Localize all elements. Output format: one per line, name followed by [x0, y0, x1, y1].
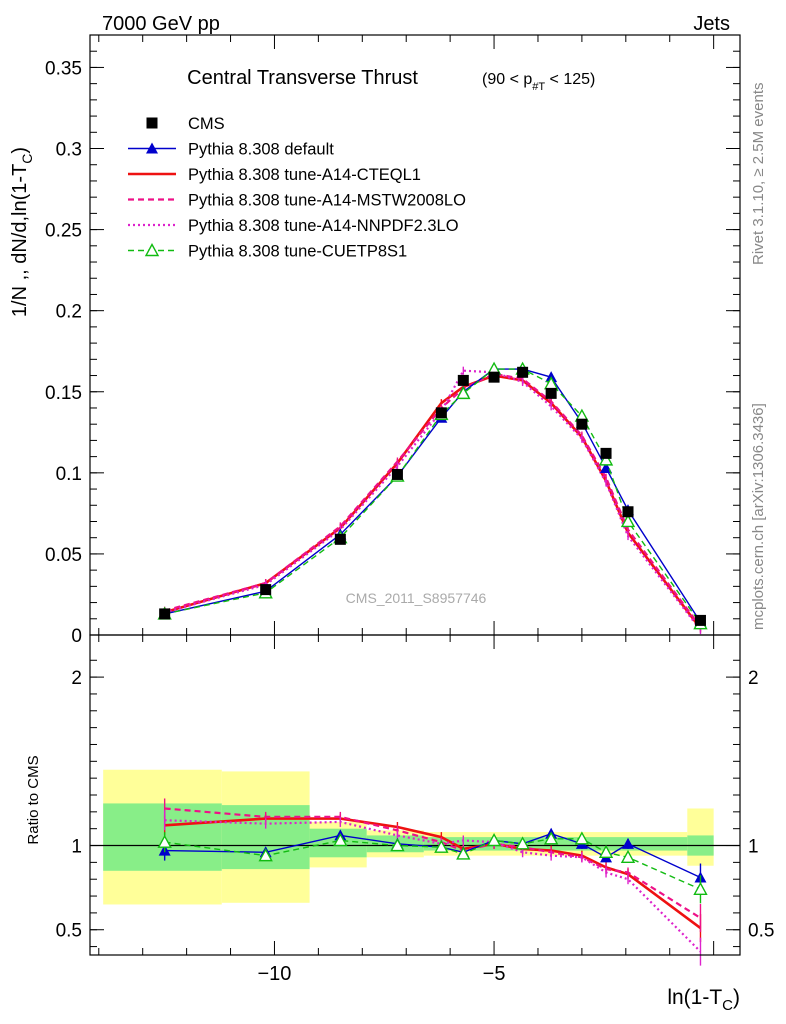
ratio-y-tick-label: 2 — [71, 668, 82, 689]
legend-entry: Pythia 8.308 tune-CUETP8S1 — [128, 243, 407, 261]
main-y-tick-label: 0.15 — [45, 383, 82, 404]
legend-entry: Pythia 8.308 tune-A14-MSTW2008LO — [128, 192, 466, 210]
ratio-point — [258, 848, 273, 862]
main-point — [600, 447, 612, 459]
ratio-band-inner — [103, 803, 222, 871]
legend-label: CMS — [188, 115, 225, 133]
legend-entry: Pythia 8.308 tune-A14-NNPDF2.3LO — [128, 217, 459, 235]
ratio-point — [486, 833, 502, 847]
main-title-sub: (90 < p#T < 125) — [482, 71, 595, 93]
ratio-point — [434, 839, 449, 853]
ratio-point — [598, 844, 614, 858]
ratio-point — [693, 881, 708, 896]
rivet-label: Rivet 3.1.10, ≥ 2.5M events — [750, 83, 767, 266]
collision-label: 7000 GeV pp — [102, 13, 220, 35]
ratio-point — [456, 846, 471, 860]
x-tick-label: −5 — [483, 963, 506, 985]
main-point — [457, 374, 469, 386]
legend-entry: Pythia 8.308 tune-A14-CTEQL1 — [128, 166, 421, 184]
main-point — [622, 506, 634, 518]
main-y-tick-label: 0 — [71, 626, 82, 647]
ratio-y-tick-label-right: 0.5 — [748, 921, 774, 942]
main-y-tick-label: 0.1 — [56, 464, 82, 485]
legend-label: Pythia 8.308 tune-A14-CTEQL1 — [188, 166, 421, 184]
ratio-y-tick-label: 1 — [71, 837, 82, 858]
mcplots-label: mcplots.cern.ch [arXiv:1306.3436] — [750, 403, 767, 630]
main-y-tick-label: 0.05 — [45, 545, 82, 566]
main-point — [598, 452, 614, 466]
x-tick-label: −10 — [257, 963, 291, 985]
main-plot-area — [157, 361, 708, 635]
legend-marker — [144, 243, 160, 257]
legend-marker — [146, 117, 158, 129]
ratio-point — [157, 834, 172, 848]
ratio-ticks: 0.5 0.5 1 1 2 2 −10 −5 — [56, 635, 774, 985]
main-point — [576, 418, 588, 430]
main-point — [545, 387, 557, 399]
ratio-plot-area — [90, 769, 740, 966]
main-point — [488, 371, 500, 383]
ratio-point — [543, 831, 559, 845]
main-y-tick-label: 0.2 — [56, 302, 82, 323]
main-y-ticks: 0 0.05 0.1 0.15 0.2 0.25 0.3 0.35 — [45, 35, 740, 647]
legend-label: Pythia 8.308 tune-A14-NNPDF2.3LO — [188, 217, 459, 235]
main-point — [456, 385, 471, 400]
legend-entry: Pythia 8.308 default — [128, 141, 334, 159]
ratio-point — [515, 836, 530, 850]
ratio-y-tick-label-right: 2 — [748, 668, 759, 689]
legend: CMS Pythia 8.308 default Pythia 8.308 tune… — [128, 115, 466, 261]
ratio-panel: 0.5 0.5 1 1 2 2 −10 −5 Ratio to CMS ln(1-TC) — [25, 634, 774, 1014]
main-title: Central Transverse Thrust — [187, 67, 418, 89]
ratio-y-tick-label: 0.5 — [56, 921, 82, 942]
x-axis-label: ln(1-TC) — [667, 986, 740, 1014]
legend-label: Pythia 8.308 default — [188, 141, 334, 159]
main-point — [435, 407, 447, 419]
main-point — [334, 533, 346, 545]
legend-label: Pythia 8.308 tune-CUETP8S1 — [188, 243, 407, 261]
ratio-point — [333, 833, 348, 847]
legend-entry: CMS — [146, 115, 225, 133]
legend-label: Pythia 8.308 tune-A14-MSTW2008LO — [188, 192, 466, 210]
ratio-point — [390, 838, 405, 852]
legend-marker — [146, 142, 158, 154]
main-point — [517, 366, 529, 378]
ratio-point — [574, 831, 590, 845]
watermark: CMS_2011_S8957746 — [346, 590, 487, 606]
main-series-5 — [157, 361, 708, 630]
main-point — [694, 614, 706, 626]
main-point — [260, 584, 272, 596]
ratio-point — [622, 837, 635, 849]
main-panel: 0 0.05 0.1 0.15 0.2 0.25 0.3 0.35 Central Trans… — [9, 34, 741, 647]
main-series-line — [164, 368, 702, 623]
main-point — [620, 514, 636, 528]
observable-label: Jets — [693, 13, 730, 35]
main-y-tick-label: 0.35 — [45, 58, 82, 79]
ratio-y-tick-label-right: 1 — [748, 837, 759, 858]
main-point — [159, 608, 171, 620]
main-y-tick-label: 0.25 — [45, 221, 82, 242]
ratio-point — [620, 849, 636, 864]
main-point — [391, 468, 403, 480]
main-y-tick-label: 0.3 — [56, 140, 82, 161]
main-y-axis-label: 1/N ,, dN/d,ln(1-TC) — [9, 147, 35, 317]
main-series-0 — [159, 366, 706, 626]
ratio-y-axis-label: Ratio to CMS — [25, 755, 42, 844]
main-series-1 — [158, 363, 707, 628]
ratio-series-4 — [157, 831, 708, 904]
